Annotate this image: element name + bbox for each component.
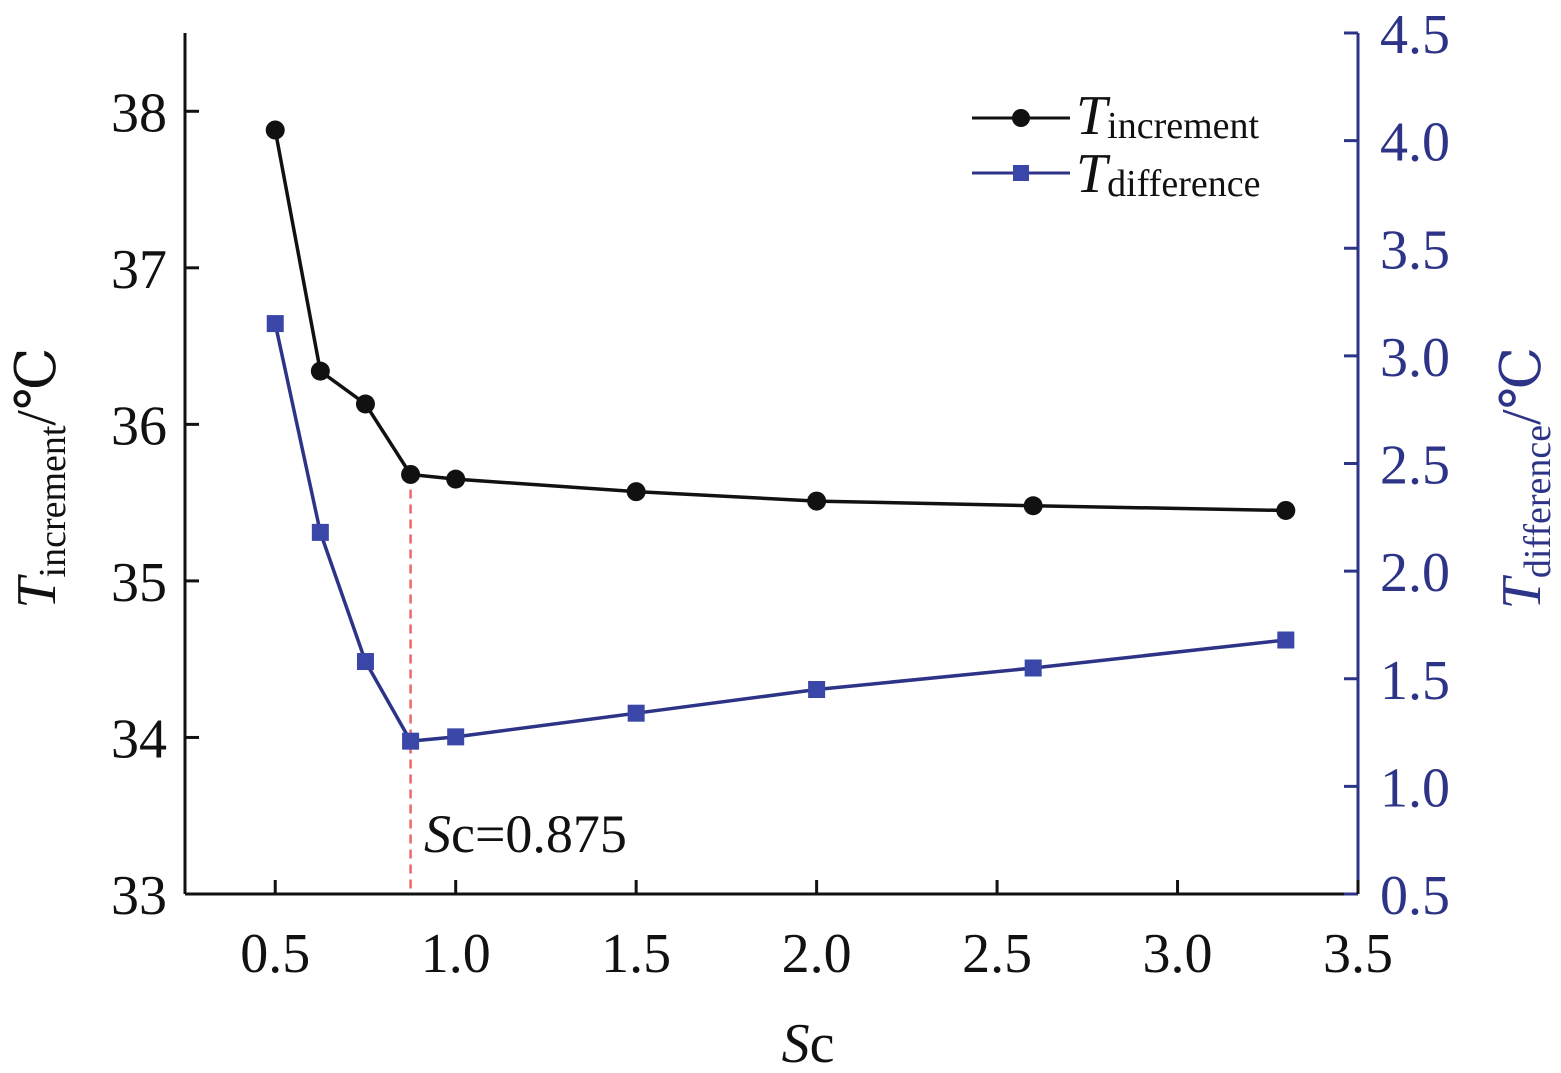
right-tick-label: 0.5	[1380, 865, 1450, 927]
right-tick-label: 3.5	[1380, 219, 1450, 281]
data-point	[1024, 659, 1042, 677]
data-point	[402, 732, 420, 750]
right-tick-label: 1.5	[1380, 650, 1450, 712]
data-point	[356, 653, 374, 671]
right-tick-label: 4.5	[1380, 4, 1450, 66]
left-tick-label: 37	[111, 239, 167, 301]
svg-text:Tincrement: Tincrement	[1076, 85, 1260, 147]
left-tick-label: 35	[111, 552, 167, 614]
series-increment	[265, 120, 1296, 520]
x-axis-title: Sc	[782, 1013, 835, 1073]
data-point	[1277, 631, 1295, 649]
left-axis-title: Tincrement/℃	[6, 347, 74, 608]
x-tick-label: 1.5	[601, 923, 671, 985]
series-layer	[265, 120, 1296, 750]
svg-text:Tdifference: Tdifference	[1076, 143, 1260, 205]
data-point	[1276, 500, 1296, 520]
right-tick-label: 2.0	[1380, 542, 1450, 604]
x-tick-label: 1.0	[421, 923, 491, 985]
right-axis-title: Tdifference/℃	[1491, 347, 1559, 610]
data-point	[310, 361, 330, 381]
data-point	[447, 728, 465, 746]
series-difference	[266, 315, 1295, 750]
data-point	[808, 681, 826, 699]
x-axis-ticks: 0.5 1.0 1.5 2.0 2.5 3.0 3.5	[240, 880, 1393, 985]
data-point	[807, 491, 827, 511]
right-tick-label: 2.5	[1380, 435, 1450, 497]
x-tick-label: 2.0	[782, 923, 852, 985]
x-tick-label: 2.5	[962, 923, 1032, 985]
left-axis-ticks: 33 34 35 36 37 38	[111, 82, 199, 927]
right-tick-label: 4.0	[1380, 112, 1450, 174]
series-line	[273, 323, 1287, 744]
data-point	[1023, 496, 1043, 516]
legend-item-increment: Tincrement	[972, 85, 1260, 147]
left-tick-label: 38	[111, 82, 167, 144]
annotation-label: Sc=0.875	[424, 804, 627, 864]
data-point	[446, 469, 466, 489]
legend-item-difference: Tdifference	[972, 143, 1260, 205]
left-tick-label: 33	[111, 865, 167, 927]
data-point	[627, 704, 645, 722]
left-tick-label: 36	[111, 395, 167, 457]
x-tick-label: 0.5	[240, 923, 310, 985]
data-point	[265, 120, 285, 140]
x-tick-label: 3.5	[1323, 923, 1393, 985]
data-point	[266, 315, 284, 333]
right-tick-label: 1.0	[1380, 757, 1450, 819]
data-point	[626, 482, 646, 502]
data-point	[401, 464, 421, 484]
right-tick-label: 3.0	[1380, 327, 1450, 389]
data-point	[311, 523, 329, 541]
left-tick-label: 34	[111, 708, 167, 770]
right-axis-ticks: 0.5 1.0 1.5 2.0 2.5 3.0 3.5 4.0 4.5	[1344, 4, 1450, 927]
x-tick-label: 3.0	[1143, 923, 1213, 985]
data-point	[355, 394, 375, 414]
